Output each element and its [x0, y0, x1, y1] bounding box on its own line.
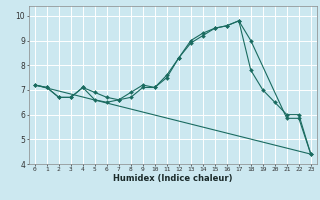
X-axis label: Humidex (Indice chaleur): Humidex (Indice chaleur) — [113, 174, 233, 183]
